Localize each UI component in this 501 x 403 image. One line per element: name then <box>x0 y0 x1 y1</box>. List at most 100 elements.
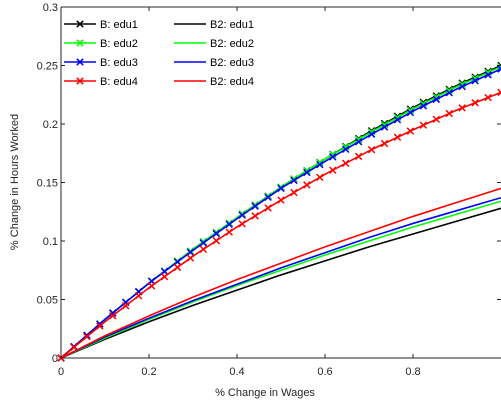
legend-entry: B: edu4 <box>64 76 138 88</box>
y-tick-label: 0.2 <box>43 119 58 131</box>
legend-label: B: edu1 <box>100 19 138 31</box>
data-point-marker <box>393 116 402 124</box>
series-7 <box>60 187 501 359</box>
y-tick-label: 0.15 <box>37 178 58 190</box>
data-point-marker <box>445 89 453 97</box>
x-tick-label: 0.4 <box>229 366 244 378</box>
data-point-marker <box>341 143 350 151</box>
y-tick-label: 0.05 <box>37 295 58 307</box>
y-tick-label: 0.1 <box>43 236 58 248</box>
data-point-marker <box>303 166 311 175</box>
data-point-marker <box>290 188 298 197</box>
data-point-marker <box>212 236 221 245</box>
data-point-marker <box>484 93 492 102</box>
legend-entry: B2: edu4 <box>174 76 254 88</box>
x-tick-label: 0 <box>58 366 64 378</box>
data-point-marker <box>134 292 143 300</box>
data-point-marker <box>303 168 311 177</box>
data-point-marker <box>96 322 104 330</box>
legend-entry: B2: edu3 <box>174 57 254 69</box>
data-point-marker <box>393 133 402 142</box>
y-tick-label: 0 <box>52 353 58 365</box>
data-point-marker <box>264 193 272 202</box>
data-point-marker <box>432 95 441 104</box>
data-point-marker <box>393 113 402 122</box>
series-line <box>60 187 501 359</box>
legend-entry: B: edu1 <box>64 19 138 31</box>
x-axis-title: % Change in Wages <box>215 387 315 399</box>
data-point-marker <box>264 204 272 212</box>
data-point-marker <box>406 106 415 114</box>
x-tick-label: 0.2 <box>141 366 156 378</box>
data-point-marker <box>160 272 169 281</box>
data-point-marker <box>316 160 324 169</box>
series-line <box>60 200 501 359</box>
data-point-marker <box>147 282 156 290</box>
y-axis-title: % Change in Hours Worked <box>9 114 21 250</box>
legend-marker <box>76 58 84 66</box>
data-point-marker <box>367 128 376 136</box>
data-point-marker <box>238 211 246 219</box>
data-point-marker <box>419 102 428 110</box>
series-3 <box>57 88 501 362</box>
data-point-marker <box>380 120 389 129</box>
data-point-marker <box>83 332 91 341</box>
data-point-marker <box>303 181 311 189</box>
data-point-marker <box>70 343 78 352</box>
y-tick-label: 0.25 <box>37 61 58 73</box>
data-point-marker <box>329 153 337 161</box>
data-point-marker <box>290 176 298 185</box>
y-ticks: 0 0.05 0.1 0.15 0.2 0.25 0.3 <box>37 2 501 365</box>
data-point-marker <box>212 229 221 238</box>
data-point-marker <box>471 99 479 107</box>
legend-label: B2: edu2 <box>210 38 254 50</box>
series-6 <box>60 196 501 359</box>
x-ticks: 0 0.2 0.4 0.6 0.8 <box>58 7 421 378</box>
data-point-marker <box>251 202 259 210</box>
data-point-marker <box>354 138 363 146</box>
x-tick-label: 0.6 <box>317 366 332 378</box>
data-point-marker <box>406 127 415 135</box>
data-point-marker <box>96 320 104 328</box>
legend-label: B2: edu1 <box>210 19 254 31</box>
data-point-marker <box>354 135 363 144</box>
data-point-marker <box>251 212 259 220</box>
y-tick-label: 0.3 <box>43 2 58 14</box>
x-tick-label: 0.8 <box>405 366 420 378</box>
legend-label: B: edu4 <box>100 76 138 88</box>
data-point-marker <box>432 115 441 124</box>
data-point-marker <box>329 150 337 159</box>
legend-label: B2: edu3 <box>210 57 254 69</box>
series-5 <box>60 200 501 359</box>
data-point-marker <box>199 239 208 247</box>
series-line <box>60 207 501 359</box>
data-point-marker <box>173 263 182 272</box>
data-point-marker <box>109 312 117 320</box>
legend-label: B: edu2 <box>100 38 138 50</box>
data-point-marker <box>445 109 453 118</box>
data-point-marker <box>109 309 117 317</box>
data-point-marker <box>199 245 208 254</box>
data-point-marker <box>497 62 501 71</box>
legend-marker <box>76 77 84 85</box>
series-line <box>60 196 501 359</box>
data-point-marker <box>367 145 376 154</box>
legend-marker <box>76 39 84 47</box>
data-point-marker <box>354 152 363 161</box>
series-4 <box>60 207 501 359</box>
data-point-marker <box>225 220 233 229</box>
legend: B: edu1 B: edu2 B: edu3 B: edu4 B2: edu1 B2: … <box>64 19 254 88</box>
legend-entry: B2: edu2 <box>174 38 254 50</box>
data-point-marker <box>419 121 428 129</box>
data-point-marker <box>186 254 195 262</box>
data-point-marker <box>238 220 246 228</box>
legend-label: B: edu3 <box>100 57 138 69</box>
series-layer <box>57 61 501 362</box>
data-point-marker <box>341 159 350 168</box>
data-point-marker <box>277 196 285 204</box>
data-point-marker <box>173 258 182 266</box>
data-point-marker <box>380 123 389 131</box>
legend-label: B2: edu4 <box>210 76 254 88</box>
data-point-marker <box>458 104 466 112</box>
data-point-marker <box>497 65 501 73</box>
